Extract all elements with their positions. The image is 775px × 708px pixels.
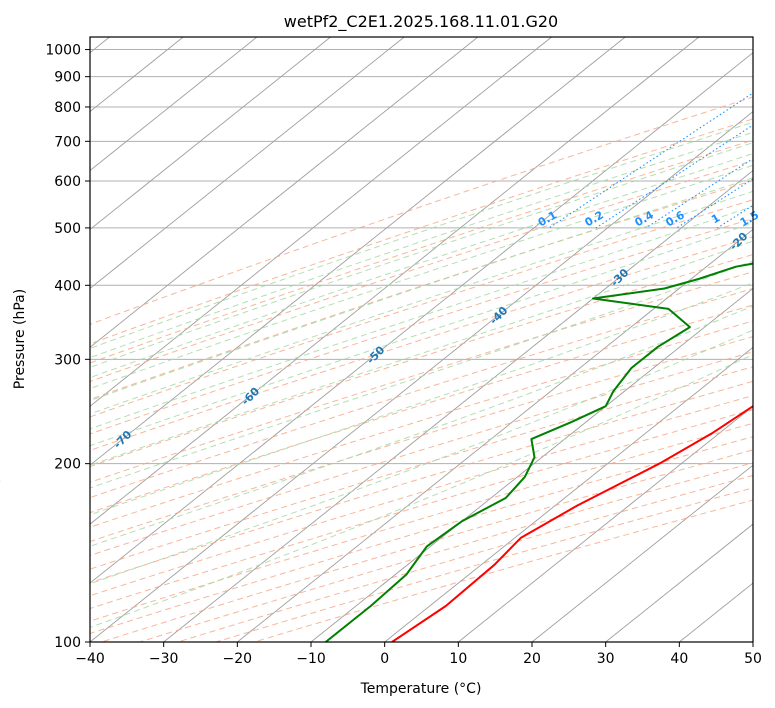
mixing-ratio-lines <box>548 92 753 229</box>
dry-adiabat <box>90 366 753 570</box>
mixing-ratio-line <box>548 92 753 229</box>
dry-adiabat-lines <box>90 96 753 642</box>
dry-adiabat <box>90 217 753 435</box>
isotherm-line <box>605 523 753 642</box>
x-tick-label: 0 <box>380 651 389 667</box>
chart-title: wetPf2_C2E1.2025.168.11.01.G20 <box>284 12 558 32</box>
isotherm-line <box>90 37 405 289</box>
isotherm-lines <box>90 37 753 642</box>
x-axis-title: Temperature (°C) <box>360 681 482 697</box>
y-tick-label: 100 <box>54 635 81 651</box>
isotherm-label: -80 <box>0 473 4 496</box>
y-tick-label: 900 <box>54 70 81 86</box>
isotherm-line <box>90 37 479 348</box>
y-tick-label: 200 <box>54 457 81 473</box>
dry-adiabat <box>90 351 753 556</box>
y-tick-label: 800 <box>54 100 81 116</box>
x-axis: −40 −30 −20 −10 0 10 20 30 40 50 <box>75 642 762 667</box>
isotherm-line <box>90 37 258 172</box>
isotherm-line <box>90 37 626 466</box>
mixing-ratio-line <box>645 157 753 229</box>
y-tick-label: 400 <box>54 278 81 294</box>
moist-adiabat <box>90 164 753 390</box>
moist-adiabat <box>90 153 753 379</box>
y-tick-label: 700 <box>54 134 81 150</box>
plot-frame <box>89 36 754 643</box>
moist-adiabat <box>90 177 753 402</box>
y-axis: 100 200 300 400 500 600 700 800 900 1000 <box>45 43 90 651</box>
x-tick-label: −40 <box>75 651 105 667</box>
dry-adiabat <box>90 271 753 483</box>
x-tick-label: −20 <box>223 651 253 667</box>
x-tick-label: −10 <box>296 651 326 667</box>
dry-adiabat <box>90 96 753 325</box>
x-tick-label: 40 <box>670 651 688 667</box>
isotherm-line <box>752 641 753 642</box>
dry-adiabat <box>90 304 753 514</box>
moist-adiabat-lines <box>90 121 753 628</box>
dry-adiabat <box>90 179 753 400</box>
dry-adiabat <box>90 320 753 528</box>
dry-adiabat <box>90 236 753 451</box>
y-tick-label: 300 <box>54 352 81 368</box>
y-axis-title: Pressure (hPa) <box>12 289 28 389</box>
moist-adiabat <box>90 190 753 415</box>
isotherm-line <box>384 346 753 642</box>
isotherm-line <box>90 37 331 231</box>
dry-adiabat <box>90 395 753 597</box>
x-tick-label: 50 <box>744 651 762 667</box>
mixing-ratio-line <box>750 226 753 229</box>
isotherm-line <box>237 228 753 642</box>
isotherm-line <box>90 52 753 584</box>
moist-adiabat <box>90 121 753 349</box>
isotherm-line <box>531 464 753 642</box>
x-tick-label: 20 <box>523 651 541 667</box>
isotherm-line <box>458 405 753 642</box>
isotherm-line <box>90 37 700 525</box>
x-tick-label: 10 <box>449 651 467 667</box>
temperature-profile <box>391 405 753 642</box>
y-tick-label: 500 <box>54 221 81 237</box>
sounding-series <box>325 262 753 642</box>
dewpoint-profile <box>325 262 753 642</box>
y-tick-label: 600 <box>54 174 81 190</box>
moist-adiabat <box>90 282 753 516</box>
y-tick-label: 1000 <box>45 43 81 59</box>
moist-adiabat <box>90 329 753 585</box>
moist-adiabat <box>90 305 753 547</box>
moist-adiabat <box>90 131 753 359</box>
x-tick-label: −30 <box>149 651 179 667</box>
moist-adiabat <box>90 260 753 489</box>
isotherm-line <box>90 37 552 407</box>
isotherm-line <box>163 169 753 642</box>
isotherm-line <box>90 111 753 642</box>
plot-background <box>90 37 753 642</box>
x-tick-label: 30 <box>597 651 615 667</box>
